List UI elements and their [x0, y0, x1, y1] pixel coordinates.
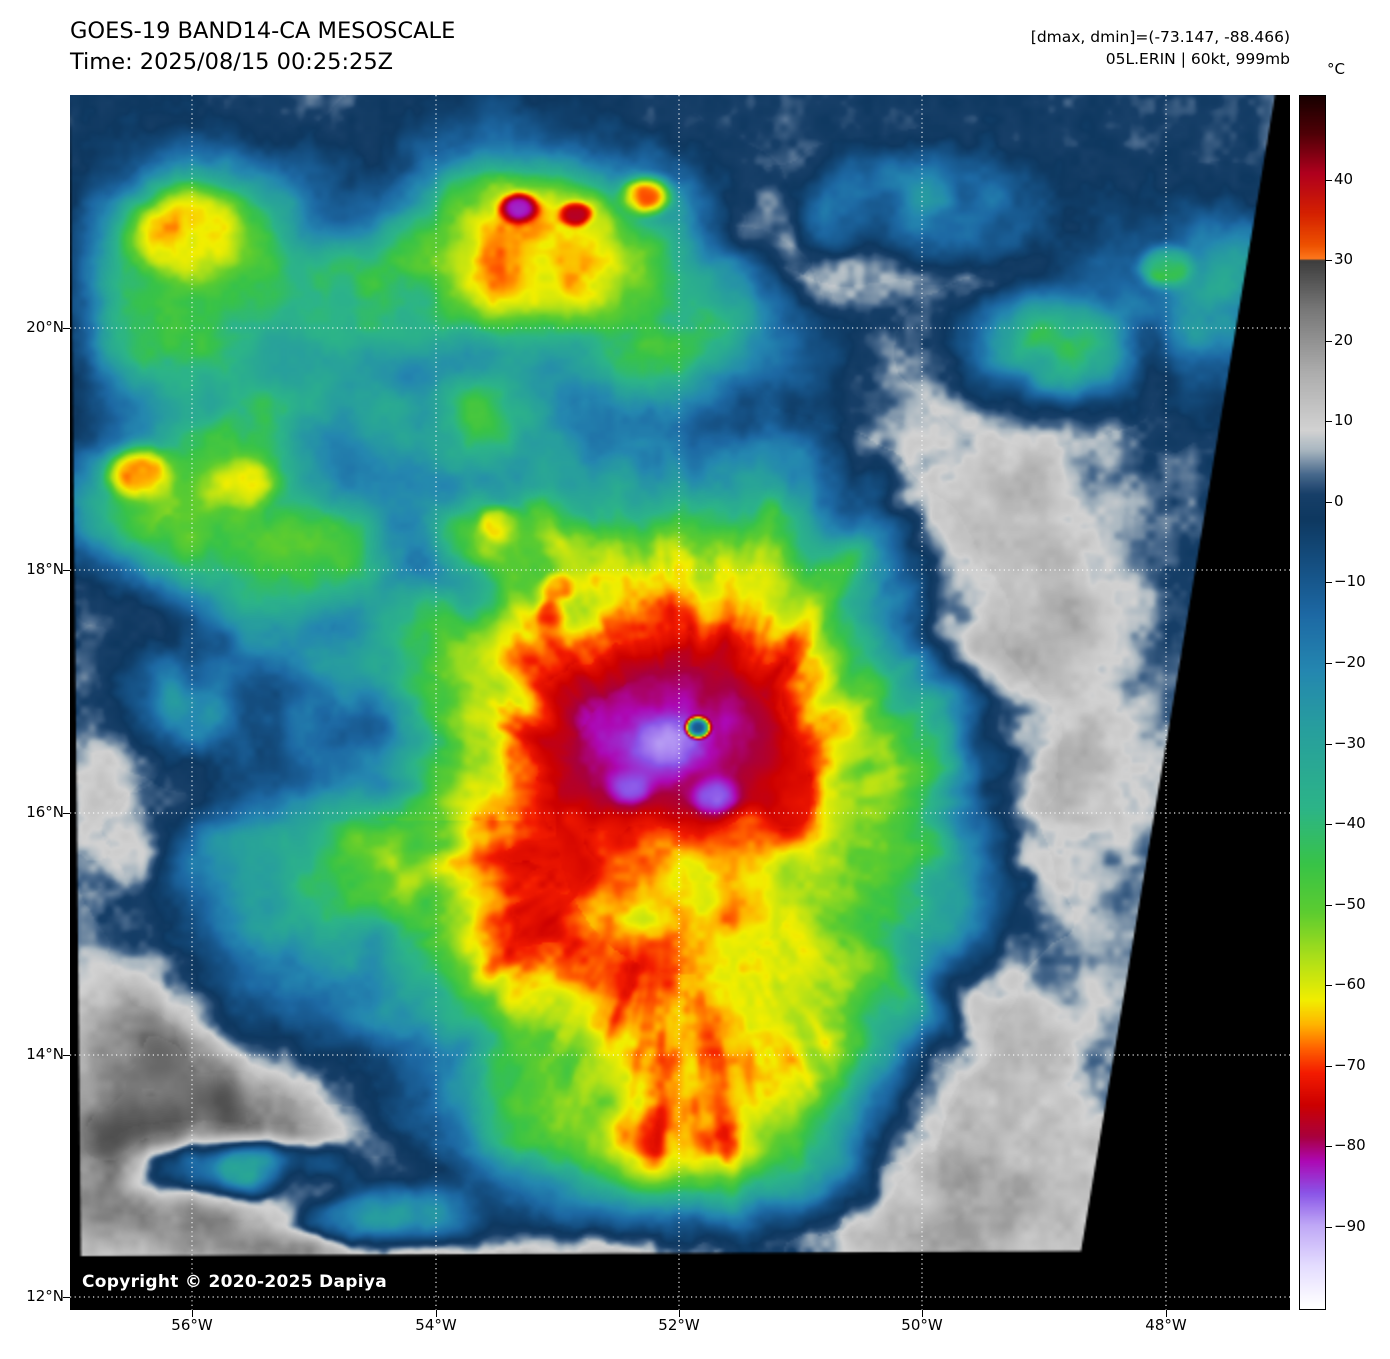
axis-tick-mark: [1326, 260, 1332, 262]
colorbar-tick-label: −20: [1334, 653, 1366, 672]
axis-tick-mark: [1326, 663, 1332, 665]
axis-tick-mark: [1326, 985, 1332, 987]
colorbar-tick-label: −70: [1334, 1055, 1366, 1074]
axis-tick-mark: [1326, 1146, 1332, 1148]
y-axis-tick-label: 14°N: [26, 1045, 64, 1063]
colorbar-tick-label: 30: [1334, 250, 1354, 269]
x-axis-tick-label: 50°W: [901, 1316, 943, 1334]
colorbar: [1299, 95, 1326, 1310]
axis-tick-mark: [63, 813, 70, 814]
satellite-map: Copyright © 2020-2025 Dapiya: [70, 95, 1290, 1310]
axis-tick-mark: [1326, 501, 1332, 503]
colorbar-tick-label: 0: [1334, 491, 1344, 510]
copyright-text: Copyright © 2020-2025 Dapiya: [82, 1272, 387, 1292]
satellite-image-canvas: [70, 95, 1290, 1310]
x-axis-tick-label: 52°W: [658, 1316, 700, 1334]
colorbar-tick-label: −90: [1334, 1217, 1366, 1235]
axis-tick-mark: [1326, 179, 1332, 181]
axis-tick-mark: [1326, 743, 1332, 745]
axis-tick-mark: [1326, 824, 1332, 826]
axis-tick-mark: [1326, 904, 1332, 906]
colorbar-tick-label: 40: [1334, 169, 1354, 188]
colorbar-tick-label: 10: [1334, 411, 1354, 430]
axis-tick-mark: [1326, 421, 1332, 423]
x-axis-tick-label: 56°W: [171, 1316, 213, 1334]
axis-tick-mark: [63, 570, 70, 571]
colorbar-tick-label: −30: [1334, 733, 1366, 752]
x-axis-tick-label: 48°W: [1145, 1316, 1187, 1334]
axis-tick-mark: [1326, 1227, 1332, 1228]
latlon-grid-overlay: [70, 95, 1290, 1310]
y-axis-tick-label: 16°N: [26, 803, 64, 821]
colorbar-tick-label: −10: [1334, 572, 1366, 591]
colorbar-tick-label: −50: [1334, 894, 1366, 913]
figure-header: GOES-19 BAND14-CA MESOSCALE Time: 2025/0…: [70, 16, 455, 78]
colorbar-unit-label: °C: [1327, 60, 1345, 78]
colorbar-tick-label: −80: [1334, 1136, 1366, 1155]
axis-tick-mark: [63, 1297, 70, 1298]
axis-tick-mark: [63, 1055, 70, 1056]
x-axis-tick-label: 54°W: [415, 1316, 457, 1334]
axis-tick-mark: [192, 1310, 193, 1317]
y-axis-tick-label: 20°N: [26, 318, 64, 336]
axis-tick-mark: [922, 1310, 923, 1317]
colorbar-tick-label: 20: [1334, 330, 1354, 349]
dmax-dmin-readout: [dmax, dmin]=(-73.147, -88.466): [1030, 28, 1290, 46]
storm-info: 05L.ERIN | 60kt, 999mb: [1105, 50, 1290, 68]
colorbar-gradient-canvas: [1300, 96, 1325, 1309]
axis-tick-mark: [63, 328, 70, 329]
figure-title: GOES-19 BAND14-CA MESOSCALE: [70, 18, 456, 44]
colorbar-tick-label: −40: [1334, 814, 1366, 833]
figure-timestamp: Time: 2025/08/15 00:25:25Z: [70, 49, 394, 75]
axis-tick-mark: [1326, 340, 1332, 342]
figure-header-right: [dmax, dmin]=(-73.147, -88.466) 05L.ERIN…: [1031, 26, 1290, 70]
axis-tick-mark: [436, 1310, 437, 1317]
axis-tick-mark: [1166, 1310, 1167, 1317]
y-axis-tick-label: 12°N: [26, 1287, 64, 1305]
axis-tick-mark: [1326, 1065, 1332, 1067]
colorbar-tick-label: −60: [1334, 975, 1366, 994]
axis-tick-mark: [679, 1310, 680, 1317]
axis-tick-mark: [1326, 582, 1332, 584]
y-axis-tick-label: 18°N: [26, 560, 64, 578]
